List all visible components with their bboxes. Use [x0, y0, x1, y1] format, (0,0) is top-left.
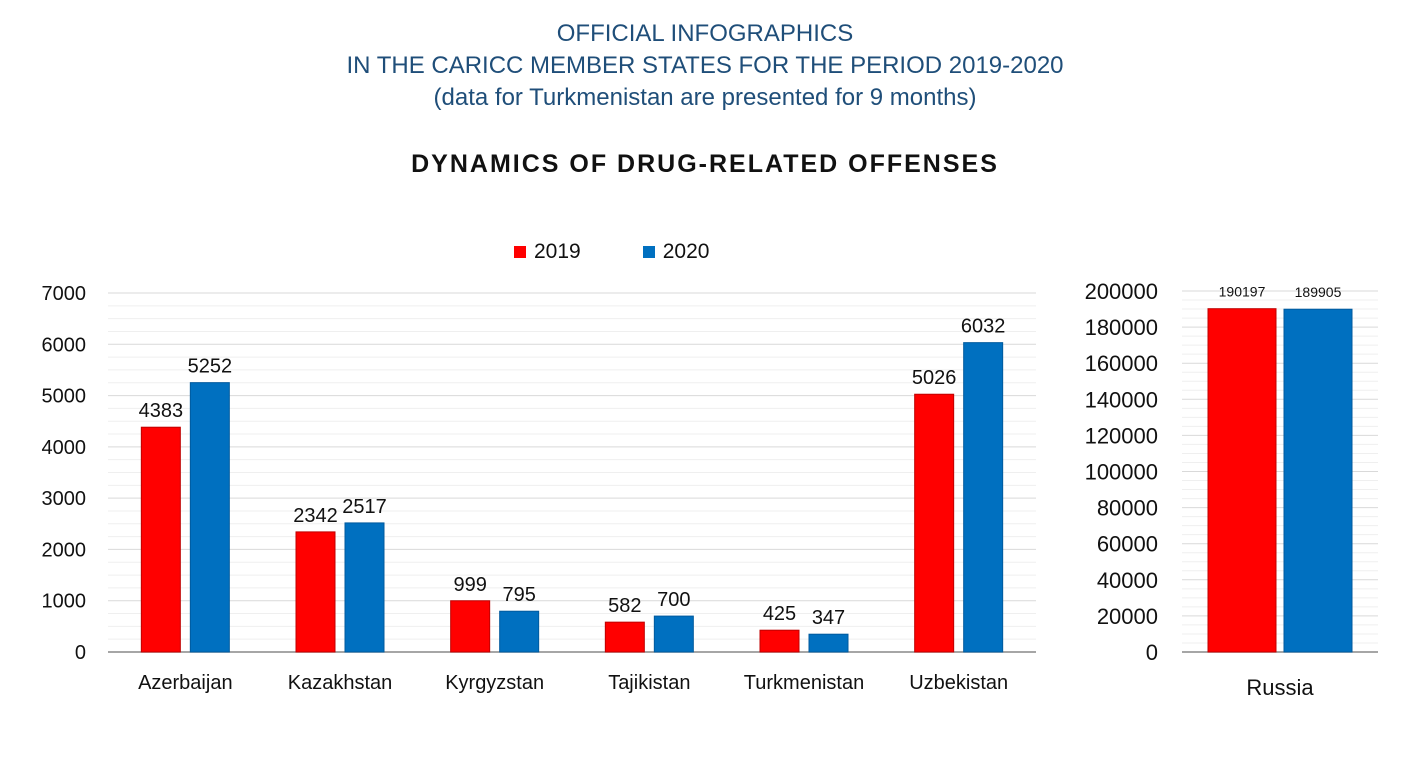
data-label-tajikistan-2020: 700: [657, 589, 690, 611]
data-label-russia-2019: 190197: [1219, 284, 1266, 300]
legend-item-2020: 2020: [642, 240, 710, 264]
y-tick-label: 200000: [1085, 279, 1158, 304]
data-label-turkmenistan-2020: 347: [812, 607, 845, 629]
y-tick-label: 6000: [42, 334, 87, 356]
y-tick-label: 2000: [42, 539, 87, 561]
data-label-kazakhstan-2019: 2342: [293, 505, 338, 527]
data-label-kyrgyzstan-2019: 999: [453, 574, 486, 596]
y-tick-label: 100000: [1085, 460, 1158, 485]
header-line-2: IN THE CARICC MEMBER STATES FOR THE PERI…: [346, 52, 1064, 79]
legend-swatch-2019: [514, 246, 526, 258]
y-tick-label: 120000: [1085, 423, 1158, 448]
y-tick-label: 0: [1146, 640, 1158, 665]
y-tick-label: 5000: [42, 386, 87, 408]
data-label-tajikistan-2019: 582: [608, 595, 641, 617]
data-label-uzbekistan-2020: 6032: [961, 316, 1006, 338]
x-tick-label-azerbaijan: Azerbaijan: [138, 672, 233, 694]
chart-legend: 2019 2020: [514, 240, 709, 264]
bar-turkmenistan-2019: [759, 629, 800, 653]
header-line-1: OFFICIAL INFOGRAPHICS: [556, 20, 854, 47]
data-label-azerbaijan-2019: 4383: [139, 400, 184, 422]
y-tick-label: 160000: [1085, 351, 1158, 376]
y-tick-label: 80000: [1097, 496, 1158, 521]
legend-label-2020: 2020: [662, 240, 710, 263]
data-label-russia-2020: 189905: [1295, 284, 1342, 300]
y-tick-label: 4000: [42, 437, 87, 459]
bar-kazakhstan-2020: [344, 522, 385, 653]
y-tick-label: 40000: [1097, 568, 1158, 593]
chart-title: DYNAMICS OF DRUG-RELATED OFFENSES: [411, 150, 999, 178]
y-tick-label: 180000: [1085, 315, 1158, 340]
y-tick-label: 7000: [42, 283, 87, 305]
header-line-3: (data for Turkmenistan are presented for…: [433, 84, 977, 111]
y-tick-label: 1000: [42, 591, 87, 613]
legend-swatch-2020: [642, 246, 655, 258]
bar-russia-2019: [1207, 308, 1277, 653]
data-label-azerbaijan-2020: 5252: [188, 356, 233, 378]
legend-label-2019: 2019: [534, 240, 581, 263]
y-tick-label: 0: [75, 642, 86, 664]
y-tick-label: 60000: [1097, 532, 1158, 557]
y-tick-label: 20000: [1097, 604, 1158, 629]
data-label-kyrgyzstan-2020: 795: [502, 584, 535, 606]
bar-kyrgyzstan-2019: [450, 600, 491, 653]
x-tick-label-russia: Russia: [1246, 675, 1314, 700]
y-tick-label: 3000: [42, 488, 87, 510]
bar-tajikistan-2020: [653, 615, 694, 653]
x-tick-label-turkmenistan: Turkmenistan: [744, 672, 864, 694]
bar-azerbaijan-2020: [189, 382, 230, 653]
bar-kyrgyzstan-2020: [499, 610, 540, 653]
bar-russia-2020: [1283, 308, 1353, 653]
x-tick-label-kyrgyzstan: Kyrgyzstan: [445, 672, 544, 694]
data-label-kazakhstan-2020: 2517: [342, 496, 387, 518]
header: OFFICIAL INFOGRAPHICS IN THE CARICC MEMB…: [0, 18, 1410, 114]
y-tick-label: 140000: [1085, 387, 1158, 412]
x-tick-label-kazakhstan: Kazakhstan: [288, 672, 393, 694]
legend-item-2019: 2019: [514, 240, 581, 264]
bar-kazakhstan-2019: [295, 531, 336, 653]
data-label-turkmenistan-2019: 425: [763, 603, 796, 625]
bar-azerbaijan-2019: [140, 426, 181, 653]
x-tick-label-uzbekistan: Uzbekistan: [909, 672, 1008, 694]
bar-turkmenistan-2020: [808, 633, 849, 653]
data-label-uzbekistan-2019: 5026: [912, 367, 957, 389]
x-tick-label-tajikistan: Tajikistan: [608, 672, 690, 694]
bar-uzbekistan-2019: [914, 393, 955, 653]
bar-tajikistan-2019: [604, 621, 645, 653]
bar-uzbekistan-2020: [963, 342, 1004, 653]
